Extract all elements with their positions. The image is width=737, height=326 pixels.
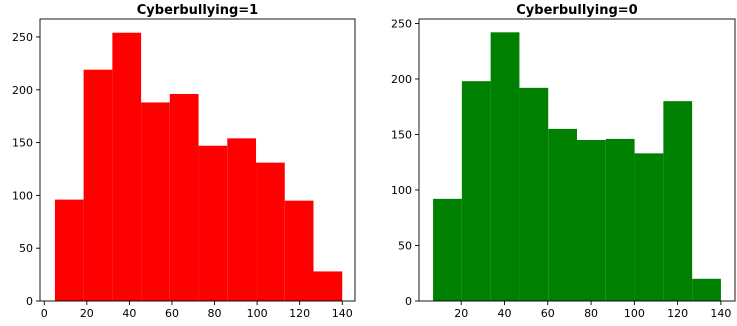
histogram-bar xyxy=(169,93,199,302)
axes-frame xyxy=(39,18,356,302)
x-tick-label: 60 xyxy=(541,307,555,320)
chart-title: Cyberbullying=1 xyxy=(137,3,258,18)
x-tick-label: 40 xyxy=(122,307,136,320)
histogram-bar xyxy=(112,32,142,301)
histogram-bar xyxy=(605,138,635,301)
x-tick-label: 80 xyxy=(584,307,598,320)
y-tick-label: 50 xyxy=(19,242,33,255)
y-tick-label: 250 xyxy=(12,31,33,44)
histogram-bar xyxy=(692,278,721,301)
histogram-bar xyxy=(227,138,257,301)
histogram-bar xyxy=(83,69,113,301)
histogram-bar xyxy=(313,271,343,301)
x-tick-label: 80 xyxy=(208,307,222,320)
histogram-bar xyxy=(284,200,314,301)
y-tick-label: 0 xyxy=(405,295,412,308)
histogram-bar xyxy=(519,87,549,301)
x-tick-label: 100 xyxy=(624,307,645,320)
x-tick-label: 140 xyxy=(332,307,353,320)
y-tick-label: 150 xyxy=(12,137,33,150)
x-tick-label: 20 xyxy=(454,307,468,320)
x-tick-label: 60 xyxy=(165,307,179,320)
y-tick-label: 250 xyxy=(391,17,412,30)
x-tick-label: 20 xyxy=(80,307,94,320)
y-tick-label: 50 xyxy=(398,239,412,252)
y-tick-label: 200 xyxy=(12,84,33,97)
histogram-bar xyxy=(663,101,693,301)
chart-title: Cyberbullying=0 xyxy=(516,3,637,18)
axes-frame xyxy=(418,18,736,302)
x-tick-label: 140 xyxy=(710,307,731,320)
histogram-bar xyxy=(141,102,170,301)
histogram-bar xyxy=(198,145,228,301)
x-tick-label: 0 xyxy=(41,307,48,320)
x-tick-label: 40 xyxy=(497,307,511,320)
y-tick-label: 0 xyxy=(26,295,33,308)
histogram-bar xyxy=(490,32,520,301)
subplot-2: 20 40 60 80 100 120 140 0 50 100 150 200 250 Cyberbul… xyxy=(391,3,736,320)
x-tick-label: 120 xyxy=(289,307,310,320)
histogram-bar xyxy=(461,81,491,301)
histogram-bar xyxy=(256,162,285,301)
histogram-bar xyxy=(577,140,606,301)
y-tick-label: 150 xyxy=(391,128,412,141)
y-tick-label: 100 xyxy=(391,184,412,197)
histogram-bar xyxy=(433,198,462,301)
x-tick-label: 120 xyxy=(667,307,688,320)
y-tick-label: 200 xyxy=(391,73,412,86)
x-tick-label: 100 xyxy=(247,307,268,320)
histogram-bar xyxy=(54,199,84,301)
subplot-1: 0 20 40 60 80 100 120 140 0 50 100 150 200 250 Cyberbu… xyxy=(12,3,356,320)
histogram-bar xyxy=(634,153,664,301)
histogram-bar xyxy=(548,128,577,301)
y-tick-label: 100 xyxy=(12,189,33,202)
